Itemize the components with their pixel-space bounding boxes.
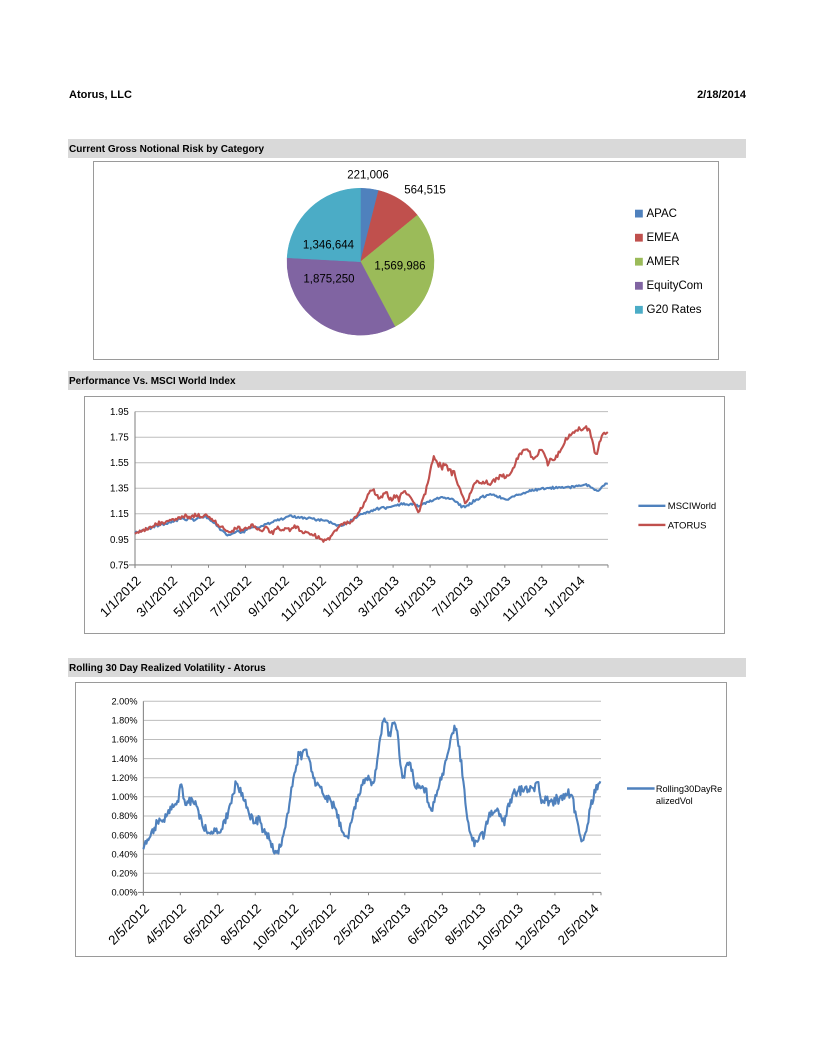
svg-text:AMER: AMER	[647, 256, 680, 268]
svg-text:0.80%: 0.80%	[111, 811, 137, 821]
svg-text:1.40%: 1.40%	[111, 754, 137, 764]
svg-text:1,346,644: 1,346,644	[303, 240, 355, 252]
svg-text:1.15: 1.15	[110, 509, 129, 520]
svg-text:0.40%: 0.40%	[111, 849, 137, 859]
svg-text:APAC: APAC	[647, 208, 677, 220]
svg-text:1.95: 1.95	[110, 407, 129, 418]
svg-text:1.75: 1.75	[110, 433, 129, 444]
svg-text:Rolling30DayRe: Rolling30DayRe	[656, 784, 722, 794]
svg-text:1.80%: 1.80%	[111, 716, 137, 726]
svg-text:1.60%: 1.60%	[111, 735, 137, 745]
svg-text:1.20%: 1.20%	[111, 773, 137, 783]
svg-text:alizedVol: alizedVol	[656, 796, 693, 806]
svg-text:221,006: 221,006	[347, 170, 389, 182]
svg-text:EquityCom: EquityCom	[647, 280, 703, 292]
svg-text:1.55: 1.55	[110, 458, 129, 469]
svg-text:0.60%: 0.60%	[111, 830, 137, 840]
svg-text:1,875,250: 1,875,250	[303, 273, 354, 285]
svg-text:1.35: 1.35	[110, 484, 129, 495]
svg-text:2.00%: 2.00%	[111, 697, 137, 707]
svg-text:1,569,986: 1,569,986	[374, 261, 425, 273]
svg-text:0.75: 0.75	[110, 560, 129, 571]
svg-text:MSCIWorld: MSCIWorld	[668, 501, 716, 512]
svg-text:564,515: 564,515	[404, 184, 446, 196]
svg-text:0.00%: 0.00%	[111, 888, 137, 898]
svg-text:0.95: 0.95	[110, 535, 129, 546]
svg-text:G20 Rates: G20 Rates	[647, 304, 702, 316]
svg-text:EMEA: EMEA	[647, 232, 680, 244]
svg-text:ATORUS: ATORUS	[668, 520, 707, 531]
svg-text:0.20%: 0.20%	[111, 869, 137, 879]
svg-text:1.00%: 1.00%	[111, 792, 137, 802]
